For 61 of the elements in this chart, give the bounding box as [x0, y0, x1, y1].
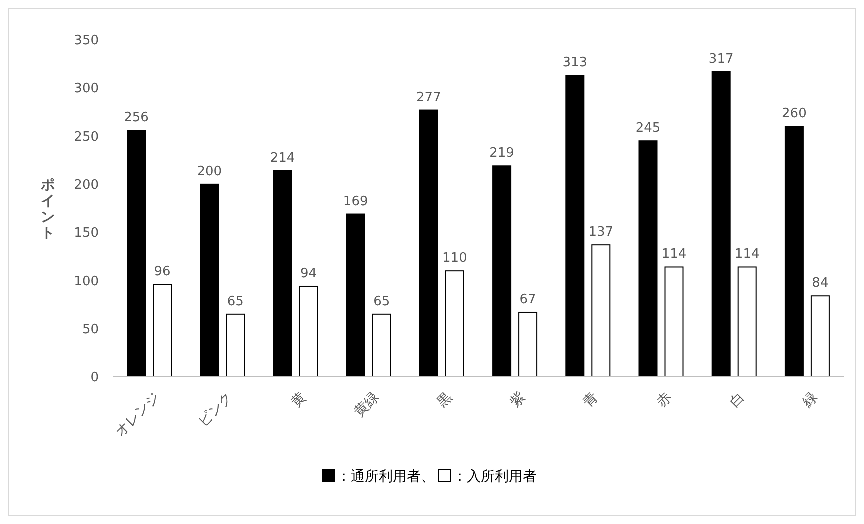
data-label: 65 — [374, 294, 390, 310]
x-tick-label: 緑 — [799, 389, 822, 412]
bar — [299, 286, 318, 378]
bar — [638, 140, 658, 378]
data-label: 67 — [520, 292, 536, 308]
bar — [664, 266, 684, 378]
bar — [372, 314, 392, 378]
bar — [592, 244, 611, 378]
bar — [273, 170, 292, 378]
y-tick-label: 50 — [82, 322, 99, 338]
data-label: 200 — [197, 164, 222, 180]
y-tick-label: 300 — [74, 82, 99, 97]
y-tick-label: 100 — [74, 274, 99, 290]
data-label: 96 — [154, 264, 171, 280]
y-tick-label: 250 — [74, 130, 99, 145]
data-label: 245 — [636, 121, 661, 136]
bar — [738, 266, 757, 378]
x-tick-label: 黄緑 — [351, 389, 383, 421]
data-label: 137 — [588, 225, 614, 240]
data-label: 317 — [708, 52, 734, 67]
x-tick-label: 白 — [726, 389, 748, 411]
bar — [226, 314, 246, 378]
bar — [810, 296, 830, 378]
bar — [518, 312, 538, 378]
data-label: 214 — [270, 150, 296, 166]
data-label: 256 — [124, 110, 149, 126]
data-label: 84 — [812, 276, 829, 292]
bar — [712, 71, 731, 378]
y-tick-label: 350 — [74, 34, 99, 49]
x-tick-label: ピンク — [195, 389, 236, 430]
data-label: 313 — [562, 56, 588, 71]
data-label: 114 — [662, 247, 687, 262]
data-label: 169 — [343, 194, 368, 210]
x-tick-label: 青 — [580, 389, 602, 411]
data-label: 114 — [734, 247, 760, 262]
data-label: 94 — [300, 266, 318, 282]
bar — [346, 214, 366, 378]
legend-label: ：通所利用者、 — [337, 468, 435, 485]
data-label: 110 — [442, 251, 468, 266]
data-label: 65 — [227, 294, 244, 310]
data-label: 219 — [490, 146, 514, 162]
bar — [445, 270, 464, 378]
bar — [127, 130, 146, 378]
bar — [200, 184, 220, 378]
bar — [784, 126, 804, 378]
x-tick-label: 紫 — [508, 389, 529, 411]
y-tick-label: 0 — [90, 370, 99, 386]
bar — [419, 110, 438, 378]
x-tick-label: オレンジ — [112, 389, 164, 440]
y-tick-label: 200 — [74, 178, 99, 193]
data-label: 260 — [782, 106, 807, 122]
bar — [153, 284, 172, 378]
x-tick-label: 黒 — [434, 389, 456, 411]
bar — [566, 75, 585, 378]
x-tick-label: 赤 — [654, 389, 676, 411]
bar — [492, 166, 512, 378]
x-tick-label: 黄 — [288, 389, 310, 411]
y-axis-title: ポイント — [40, 178, 55, 242]
y-tick-label: 150 — [74, 226, 99, 242]
data-label: 277 — [416, 90, 442, 106]
legend-label: ：入所利用者 — [453, 468, 537, 485]
